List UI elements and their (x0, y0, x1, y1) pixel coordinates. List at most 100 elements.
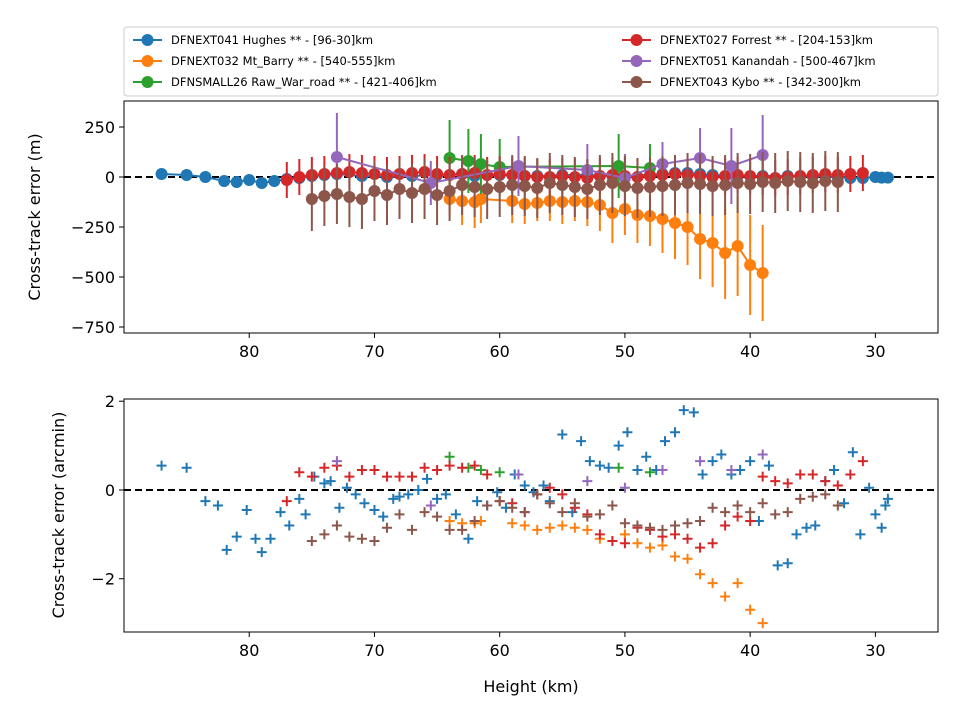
plus-marker (519, 520, 530, 531)
plus-marker (344, 531, 355, 542)
x-tick-label: 80 (239, 342, 259, 361)
plus-marker (682, 518, 693, 529)
data-point (881, 171, 894, 184)
top-y-axis-label: Cross-track error (m) (25, 133, 44, 300)
bottom-panel: 80 70 60 50 40 30 20−2 Cross-track error (arc… (49, 392, 939, 696)
plus-marker (882, 493, 893, 504)
plus-marker (670, 520, 681, 531)
legend-marker (630, 76, 643, 88)
x-tick-label: 30 (865, 342, 885, 361)
plus-marker (807, 491, 818, 502)
data-point (769, 177, 782, 189)
plus-marker (695, 569, 706, 580)
plus-marker (306, 536, 317, 547)
plus-marker (670, 529, 681, 540)
plus-marker (657, 540, 668, 551)
plus-marker (772, 560, 783, 571)
data-point (731, 240, 744, 252)
plus-marker (432, 493, 443, 504)
plus-marker (557, 429, 568, 440)
plus-marker (603, 462, 614, 473)
plus-marker (463, 533, 474, 544)
plus-marker (532, 489, 543, 500)
data-point (844, 168, 857, 180)
plus-marker (181, 462, 192, 473)
data-point (694, 178, 707, 190)
plus-marker (569, 522, 580, 533)
plus-marker (457, 524, 468, 535)
plus-marker (619, 529, 630, 540)
plus-marker (519, 507, 530, 518)
plus-marker (619, 518, 630, 529)
plus-marker (763, 460, 774, 471)
plus-marker (770, 509, 781, 520)
legend-label: DFNEXT041 Hughes ** - [96-30]km (171, 33, 373, 47)
legend-label: DFNEXT051 Kanandah - [500-467]km (660, 54, 876, 68)
plus-marker (475, 465, 486, 476)
data-point (681, 221, 694, 233)
plus-marker (394, 509, 405, 520)
plus-marker (820, 489, 831, 500)
data-point (474, 158, 487, 170)
data-point (318, 190, 331, 202)
plus-marker (369, 465, 380, 476)
plus-marker (422, 473, 433, 484)
plus-marker (716, 449, 727, 460)
x-tick-label: 60 (490, 342, 510, 361)
data-point (493, 181, 506, 193)
data-point (781, 175, 794, 187)
plus-marker (231, 531, 242, 542)
plus-marker (334, 502, 345, 513)
plus-marker (697, 469, 708, 480)
data-point (706, 237, 719, 249)
plus-marker (359, 498, 370, 509)
x-tick-label: 70 (364, 641, 384, 660)
plus-marker (557, 520, 568, 531)
plus-marker (870, 509, 881, 520)
legend-label: DFNEXT032 Mt_Barry ** - [540-555]km (171, 54, 395, 68)
plus-marker (319, 462, 330, 473)
legend-label: DFNEXT027 Forrest ** - [204-153]km (660, 33, 873, 47)
plus-marker (582, 511, 593, 522)
plus-marker (432, 511, 443, 522)
plus-marker (419, 462, 430, 473)
plus-marker (319, 478, 330, 489)
plus-marker (732, 511, 743, 522)
data-point (462, 155, 475, 167)
data-point (593, 179, 606, 191)
y-tick-label: −750 (71, 318, 115, 337)
legend-label: DFNEXT043 Kybo ** - [342-300]km (660, 75, 861, 89)
data-point (393, 183, 406, 195)
data-point (330, 188, 343, 200)
plus-marker (388, 493, 399, 504)
plus-marker (557, 507, 568, 518)
legend-label: DFNSMALL26 Raw_War_road ** - [421-406]km (171, 75, 437, 89)
plus-marker (657, 524, 668, 535)
plus-marker (745, 516, 756, 527)
plus-marker (325, 476, 336, 487)
plus-marker (519, 480, 530, 491)
plus-marker (419, 507, 430, 518)
plus-marker (695, 516, 706, 527)
plus-marker (584, 456, 595, 467)
plus-marker (356, 465, 367, 476)
plus-marker (492, 487, 503, 498)
plus-marker (341, 482, 352, 493)
data-point (456, 179, 469, 191)
data-point (725, 160, 738, 172)
data-point (199, 171, 212, 183)
x-tick-label: 40 (740, 342, 760, 361)
data-point (380, 189, 393, 201)
plus-marker (607, 536, 618, 547)
plus-marker (632, 520, 643, 531)
plus-marker (265, 533, 276, 544)
data-point (731, 177, 744, 189)
plus-marker (594, 509, 605, 520)
plus-marker (425, 500, 436, 511)
plus-marker (394, 491, 405, 502)
data-point (518, 180, 531, 192)
data-point (280, 174, 293, 186)
data-point (406, 187, 419, 199)
plus-marker (472, 496, 483, 507)
plus-marker (745, 456, 756, 467)
